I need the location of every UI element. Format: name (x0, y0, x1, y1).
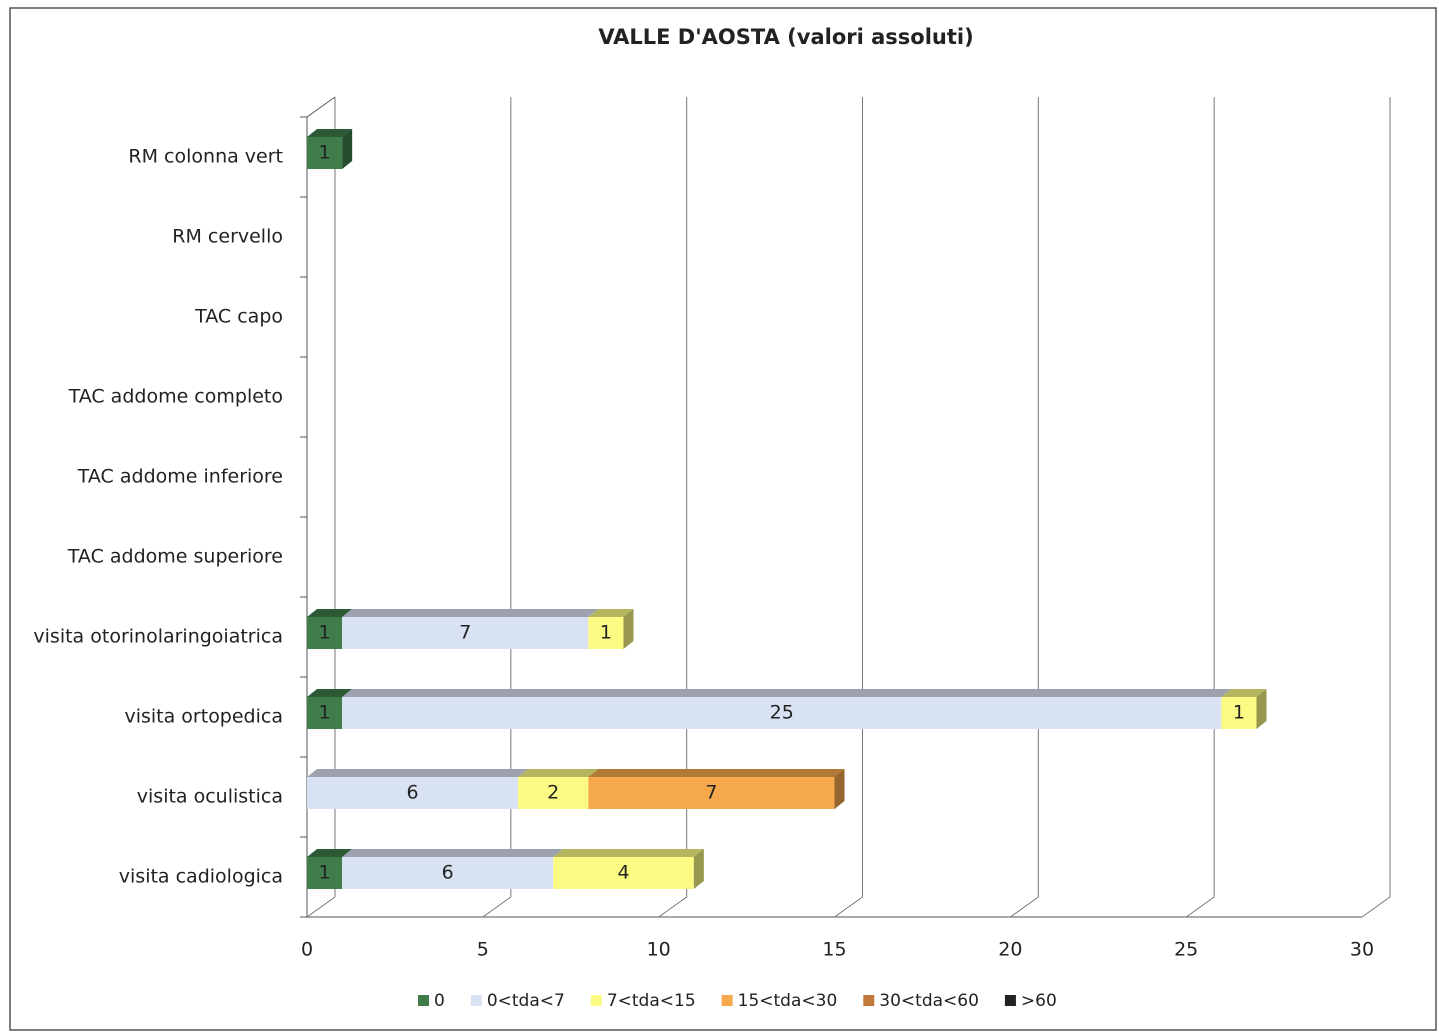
grid-line (306, 896, 336, 918)
data-label: 1 (1233, 702, 1245, 724)
bar (588, 617, 624, 649)
x-tick-label: 25 (1174, 939, 1198, 961)
bar-side (834, 769, 845, 809)
bar-side (693, 849, 704, 889)
y-tick-label: TAC capo (194, 306, 283, 328)
data-label: 1 (600, 622, 612, 644)
bar-top (307, 849, 353, 857)
grid-line (482, 896, 512, 918)
x-tick-label: 15 (822, 939, 846, 961)
bar-top (588, 609, 634, 617)
x-tick-label: 0 (301, 939, 313, 961)
bar (307, 857, 343, 889)
data-label: 1 (319, 622, 331, 644)
y-tick-label: visita oculistica (137, 786, 283, 808)
y-tick-label: visita cadiologica (119, 866, 283, 888)
grid-line (658, 896, 687, 918)
bar (307, 137, 343, 169)
legend-swatch (721, 995, 733, 1006)
bar-side (1256, 689, 1267, 729)
bar-top (307, 769, 528, 777)
legend-label: 0 (434, 991, 445, 1011)
wall-line (306, 96, 336, 118)
bar-top (588, 769, 845, 777)
bar-top (342, 609, 599, 617)
grid-line (1185, 896, 1215, 918)
legend-swatch (418, 995, 429, 1006)
bar (307, 777, 518, 809)
x-tick-label: 30 (1350, 939, 1374, 961)
y-tick-label: visita otorinolaringoiatrica (33, 626, 283, 648)
bar (342, 857, 554, 889)
legend-label: 30<tda<60 (879, 991, 979, 1011)
bar-top (342, 689, 1232, 697)
data-label: 2 (547, 782, 559, 804)
y-tick-label: TAC addome inferiore (77, 466, 283, 488)
legend-label: 7<tda<15 (607, 991, 696, 1011)
bar (553, 857, 694, 889)
bar-top (307, 689, 353, 697)
bar (307, 697, 343, 729)
y-tick-label: TAC addome completo (68, 386, 283, 408)
legend-swatch (590, 995, 602, 1006)
x-tick-label: 20 (998, 939, 1022, 961)
bar-side (623, 609, 634, 649)
bar-top (518, 769, 599, 777)
bar (307, 617, 343, 649)
data-label: 6 (442, 862, 454, 884)
bar (588, 777, 835, 809)
data-label: 1 (319, 702, 331, 724)
data-label: 7 (459, 622, 471, 644)
chart-title: VALLE D'AOSTA (valori assoluti) (598, 25, 973, 49)
bar-top (307, 129, 353, 137)
bar-top (1221, 689, 1267, 697)
x-tick-label: 5 (477, 939, 489, 961)
legend-swatch (470, 995, 482, 1006)
data-label: 7 (705, 782, 717, 804)
data-label: 6 (406, 782, 418, 804)
y-tick-label: RM cervello (172, 226, 283, 248)
data-label: 25 (770, 702, 794, 724)
bar-top (342, 849, 564, 857)
grid-line (1010, 896, 1039, 918)
chart-frame (9, 7, 1437, 1031)
y-tick-label: RM colonna vert (128, 146, 283, 168)
bar (342, 617, 589, 649)
legend-label: 0<tda<7 (487, 991, 565, 1011)
legend-label: >60 (1021, 991, 1057, 1011)
data-label: 1 (319, 862, 331, 884)
bar (1221, 697, 1257, 729)
y-tick-label: TAC addome superiore (67, 546, 283, 568)
grid-line (834, 896, 863, 918)
legend-swatch (863, 995, 875, 1006)
grid-line (1361, 896, 1391, 918)
y-tick-label: visita ortopedica (124, 706, 283, 728)
bar-top (553, 849, 704, 857)
bar-side (342, 129, 353, 169)
legend-swatch (1004, 995, 1016, 1006)
data-label: 1 (319, 142, 331, 164)
x-tick-label: 10 (647, 939, 671, 961)
data-label: 4 (617, 862, 629, 884)
legend-label: 15<tda<30 (738, 991, 838, 1011)
bar (518, 777, 589, 809)
bar-top (307, 609, 353, 617)
bar (342, 697, 1222, 729)
